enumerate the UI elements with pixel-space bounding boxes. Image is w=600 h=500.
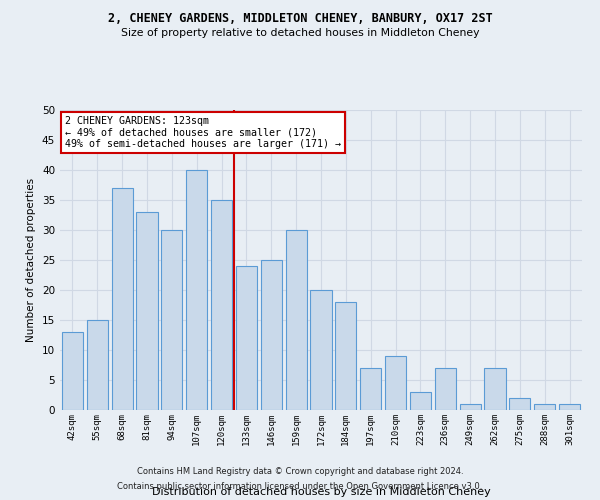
X-axis label: Distribution of detached houses by size in Middleton Cheney: Distribution of detached houses by size …	[152, 486, 490, 496]
Bar	[236, 266, 257, 410]
Text: Contains HM Land Registry data © Crown copyright and database right 2024.: Contains HM Land Registry data © Crown c…	[137, 467, 463, 476]
Bar	[87, 320, 108, 410]
Bar	[161, 230, 182, 410]
Bar	[484, 368, 506, 410]
Bar	[385, 356, 406, 410]
Bar	[62, 332, 83, 410]
Bar	[410, 392, 431, 410]
Bar	[261, 260, 282, 410]
Bar	[186, 170, 207, 410]
Bar	[335, 302, 356, 410]
Bar	[534, 404, 555, 410]
Bar	[112, 188, 133, 410]
Bar	[211, 200, 232, 410]
Text: 2 CHENEY GARDENS: 123sqm
← 49% of detached houses are smaller (172)
49% of semi-: 2 CHENEY GARDENS: 123sqm ← 49% of detach…	[65, 116, 341, 149]
Bar	[286, 230, 307, 410]
Text: 2, CHENEY GARDENS, MIDDLETON CHENEY, BANBURY, OX17 2ST: 2, CHENEY GARDENS, MIDDLETON CHENEY, BAN…	[107, 12, 493, 26]
Bar	[310, 290, 332, 410]
Bar	[435, 368, 456, 410]
Bar	[360, 368, 381, 410]
Bar	[559, 404, 580, 410]
Text: Size of property relative to detached houses in Middleton Cheney: Size of property relative to detached ho…	[121, 28, 479, 38]
Y-axis label: Number of detached properties: Number of detached properties	[26, 178, 37, 342]
Bar	[509, 398, 530, 410]
Bar	[460, 404, 481, 410]
Text: Contains public sector information licensed under the Open Government Licence v3: Contains public sector information licen…	[118, 482, 482, 491]
Bar	[136, 212, 158, 410]
